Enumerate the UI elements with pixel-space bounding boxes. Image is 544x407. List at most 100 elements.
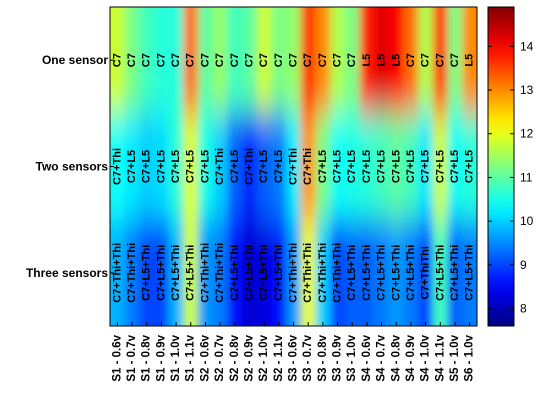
cell-label-2-17: C7+L5: [346, 150, 358, 183]
heat-cell-3-17: [344, 219, 361, 326]
cell-label-2-16: C7+L5: [332, 150, 344, 183]
heat-cell-1-3: [139, 7, 155, 114]
colorbar-gradient: [488, 7, 514, 326]
heat-cell-1-19: [374, 7, 390, 114]
heat-cell-3-18: [359, 219, 375, 326]
heat-cell-3-4: [154, 219, 170, 326]
cell-label-2-5: C7+L5: [170, 150, 182, 183]
colorbar-tick-label: 13: [520, 83, 534, 97]
heat-cell-1-23: [432, 7, 449, 114]
column-label: S3 - 0.8v: [317, 334, 329, 381]
cell-label-2-10: C7+Thi: [244, 148, 256, 185]
heat-cell-3-9: [227, 219, 243, 326]
cell-label-1-2: C7: [126, 53, 138, 67]
colorbar-tick-label: 14: [520, 39, 534, 53]
cell-label-2-19: C7+L5: [376, 150, 388, 183]
heat-cell-3-20: [388, 219, 405, 326]
cell-label-1-13: C7: [288, 53, 300, 67]
column-label: S2 - 0.9v: [244, 334, 256, 381]
heat-cell-3-11: [256, 219, 273, 326]
cell-label-3-23: C7+L5+Thi: [434, 245, 446, 301]
heat-cell-3-23: [432, 219, 449, 326]
heat-cell-1-15: [315, 7, 331, 114]
heat-cell-2-23: [432, 113, 449, 221]
colorbar-tick-label: 10: [520, 214, 534, 228]
cell-label-3-25: C7+L5+Thi: [464, 245, 476, 301]
heat-cell-1-25: [462, 7, 477, 114]
cell-label-2-4: C7+L5: [155, 150, 167, 183]
column-label: S4 - 0.6v: [361, 334, 373, 381]
colorbar-tick-label: 8: [520, 302, 527, 316]
heat-cell-3-13: [286, 219, 302, 326]
heat-cell-3-2: [124, 219, 140, 326]
cell-label-3-12: C7+L5+Thi: [273, 245, 285, 301]
heat-cell-2-20: [388, 113, 405, 221]
colorbar-tick-label: 11: [520, 170, 533, 184]
cell-label-2-7: C7+L5: [199, 150, 211, 183]
colorbar: 8 9 10 11 12 13 14: [487, 6, 534, 327]
heat-cell-1-7: [198, 7, 214, 114]
cell-label-1-7: C7: [199, 53, 211, 67]
cell-label-2-13: C7+Thi: [288, 148, 300, 185]
cell-label-3-6: C7+L5+Thi: [185, 245, 197, 301]
heat-cell-1-10: [242, 7, 258, 114]
heat-cell-2-13: [286, 113, 302, 221]
heat-cell-2-8: [212, 113, 229, 221]
column-label: S3 - 0.9v: [332, 334, 344, 381]
cell-label-1-11: C7: [258, 53, 270, 67]
cell-label-3-13: C7+Thi+Thi: [288, 243, 300, 303]
cell-label-3-10: C7+L5+Thi: [244, 245, 256, 301]
column-label: S2 - 1.0v: [258, 334, 270, 381]
cell-label-1-23: C7: [434, 53, 446, 67]
column-label: S1 - 0.9v: [155, 334, 167, 381]
heat-cell-3-16: [330, 219, 346, 326]
cell-label-2-23: C7+L5: [434, 150, 446, 183]
cell-label-3-24: C7+L5+Thi: [449, 245, 461, 301]
heatmap-cells: [110, 7, 477, 326]
heat-cell-2-5: [168, 113, 184, 221]
cell-label-1-10: C7: [244, 53, 256, 67]
heat-cell-2-11: [256, 113, 273, 221]
column-label: S2 - 0.8v: [229, 334, 241, 381]
colorbar-tick-label: 9: [520, 258, 527, 272]
cell-label-1-18: L5: [361, 54, 373, 67]
colorbar-tick-label: 12: [520, 127, 534, 141]
column-label: S4 - 1.1v: [434, 334, 446, 381]
cell-label-3-2: C7+Thi+Thi: [126, 243, 138, 303]
heat-cell-3-14: [300, 219, 317, 326]
heat-cell-2-16: [330, 113, 346, 221]
cell-label-3-15: C7+Thi+Thi: [317, 243, 329, 303]
cell-label-1-1: C7: [111, 53, 123, 67]
heat-cell-2-14: [300, 113, 317, 221]
heat-cell-1-17: [344, 7, 361, 114]
heat-cell-1-5: [168, 7, 184, 114]
heat-cell-1-9: [227, 7, 243, 114]
cell-label-1-6: C7: [185, 53, 197, 67]
heat-cell-1-6: [183, 7, 199, 114]
heat-cell-3-12: [271, 219, 287, 326]
heat-cell-3-6: [183, 219, 199, 326]
heat-cell-3-24: [447, 219, 463, 326]
cell-label-2-11: C7+L5: [258, 150, 270, 183]
cell-label-3-4: C7+L5+Thi: [155, 245, 167, 301]
cell-label-1-24: C7: [449, 53, 461, 67]
heat-cell-2-1: [110, 113, 126, 221]
cell-label-1-4: C7: [155, 53, 167, 67]
cell-label-2-1: C7+Thi: [111, 148, 123, 185]
heat-cell-2-18: [359, 113, 375, 221]
column-label: S4 - 0.9v: [405, 334, 417, 381]
cell-label-1-22: C7: [420, 53, 432, 67]
row-label: One sensor: [42, 53, 108, 67]
heat-cell-1-22: [418, 7, 434, 114]
heat-cell-2-10: [242, 113, 258, 221]
cell-label-1-3: C7: [141, 53, 153, 67]
heat-cell-1-24: [447, 7, 463, 114]
heat-cell-1-13: [286, 7, 302, 114]
column-label: S2 - 0.6v: [199, 334, 211, 381]
heat-cell-3-15: [315, 219, 331, 326]
heat-cell-2-25: [462, 113, 477, 221]
heat-cell-2-22: [418, 113, 434, 221]
column-label: S1 - 0.7v: [126, 334, 138, 381]
cell-label-3-17: C7+L5+Thi: [346, 245, 358, 301]
column-label: S3 - 0.6v: [288, 334, 300, 381]
